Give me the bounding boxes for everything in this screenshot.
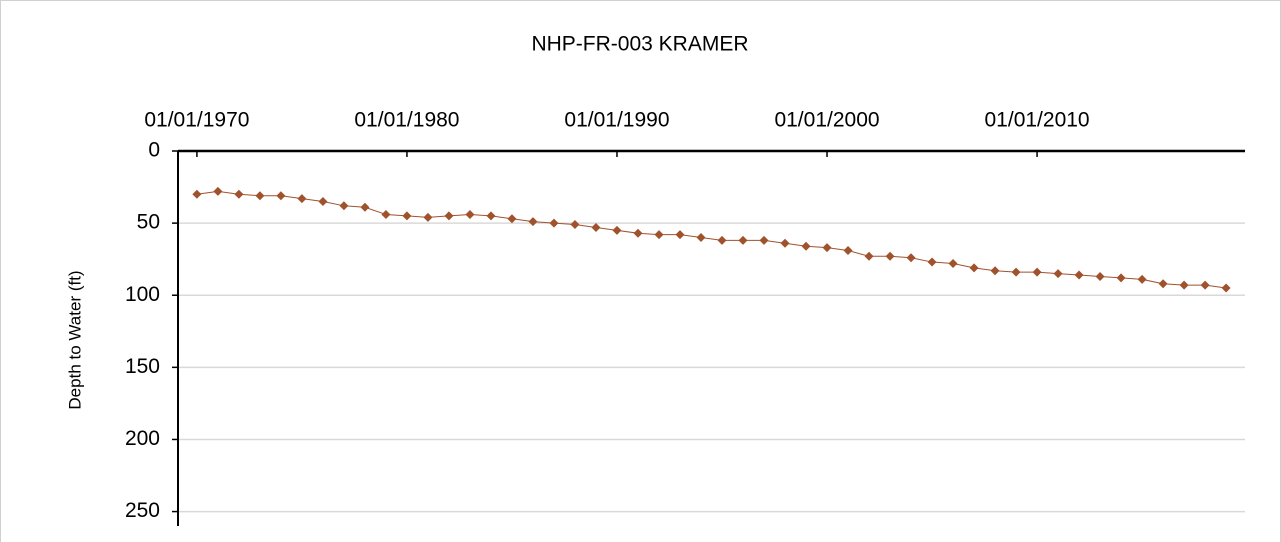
y-tick-label: 50: [137, 211, 160, 234]
data-point: [1158, 279, 1168, 289]
data-point: [1137, 274, 1147, 284]
data-point: [1221, 283, 1231, 293]
data-point: [297, 194, 307, 204]
data-point: [1179, 280, 1189, 290]
data-point: [927, 257, 937, 267]
data-point: [822, 243, 832, 253]
data-point: [591, 222, 601, 232]
data-point: [465, 209, 475, 219]
data-point: [885, 251, 895, 261]
data-point: [381, 209, 391, 219]
y-tick-label: 0: [148, 139, 160, 162]
data-point: [948, 259, 958, 268]
data-point: [528, 217, 538, 227]
data-point: [801, 241, 811, 251]
data-point: [1095, 271, 1105, 281]
data-point: [444, 211, 454, 221]
data-point: [864, 251, 874, 261]
data-point: [990, 266, 1000, 276]
data-point: [843, 246, 853, 256]
data-point: [654, 230, 664, 240]
data-point: [1032, 267, 1042, 277]
x-tick-label: 01/01/2010: [985, 109, 1090, 132]
data-point: [717, 235, 727, 245]
data-point: [360, 202, 370, 212]
data-point: [234, 189, 244, 199]
data-point: [906, 253, 916, 263]
data-point: [486, 211, 496, 221]
data-point: [1011, 267, 1021, 277]
chart-title: NHP-FR-003 KRAMER: [531, 33, 748, 56]
data-point: [549, 218, 559, 228]
data-point: [276, 191, 286, 201]
data-point: [570, 220, 580, 230]
x-tick-label: 01/01/1990: [564, 109, 669, 132]
data-point: [1200, 280, 1210, 290]
x-tick-label: 01/01/1980: [354, 109, 459, 132]
y-tick-label: 150: [125, 355, 160, 378]
data-point: [780, 238, 790, 248]
data-point: [423, 212, 433, 222]
data-point: [255, 191, 265, 201]
data-point: [969, 263, 979, 273]
y-tick-label: 100: [125, 283, 160, 306]
data-point: [675, 230, 685, 240]
data-point: [339, 201, 349, 211]
data-point: [612, 225, 622, 235]
x-tick-label: 01/01/2000: [774, 109, 879, 132]
data-point: [738, 235, 748, 245]
data-point: [507, 214, 517, 224]
data-point: [1116, 273, 1126, 283]
data-point: [1074, 270, 1084, 280]
data-point: [633, 228, 643, 238]
y-tick-label: 200: [125, 427, 160, 450]
x-tick-label: 01/01/1970: [144, 109, 249, 132]
data-point: [402, 211, 412, 221]
data-point: [213, 186, 223, 196]
data-point: [192, 189, 202, 199]
data-point: [696, 233, 706, 243]
y-axis-label: Depth to Water (ft): [65, 270, 84, 409]
data-point: [318, 196, 328, 206]
y-tick-label: 250: [125, 499, 160, 522]
data-point: [1053, 269, 1063, 279]
data-point: [759, 235, 769, 245]
